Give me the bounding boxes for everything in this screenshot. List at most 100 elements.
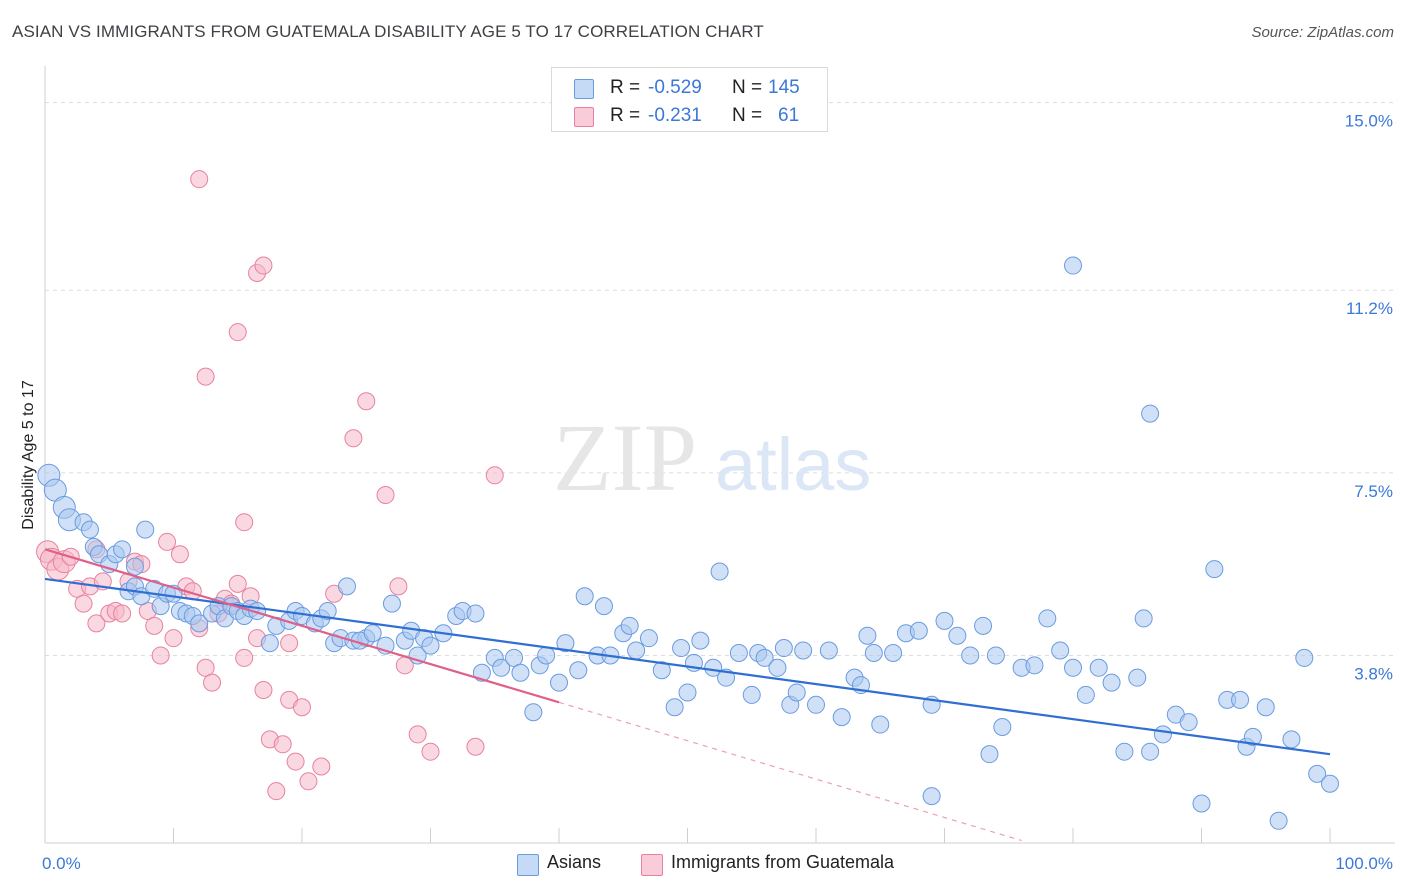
asian-point: [652, 661, 671, 680]
asian-point: [864, 643, 883, 662]
asian-point: [1128, 668, 1147, 687]
legend-swatch-asians: [574, 79, 594, 99]
asian-point: [993, 718, 1012, 737]
asian-point: [858, 626, 877, 645]
asian-point: [729, 643, 748, 662]
guatemala-point: [280, 634, 299, 653]
asian-point: [819, 641, 838, 660]
guatemala-point: [235, 648, 254, 667]
asian-point: [1269, 811, 1288, 830]
guatemala-point: [357, 392, 376, 411]
bottom-legend-swatch-asians: [517, 854, 539, 876]
guatemala-point: [312, 757, 331, 776]
guatemala-points: [36, 170, 504, 801]
asian-point: [768, 658, 787, 677]
bottom-legend-swatch-guatemala: [641, 854, 663, 876]
asian-point: [742, 685, 761, 704]
asian-point: [961, 646, 980, 665]
guatemala-point: [293, 698, 311, 717]
asian-point: [318, 602, 337, 621]
legend-n-label: N =: [732, 105, 763, 126]
trend-lines: [44, 548, 1331, 842]
asian-point: [1115, 742, 1134, 761]
asian-point: [691, 631, 710, 650]
asian-point: [594, 597, 613, 616]
guatemala-trend-extension: [558, 701, 1022, 842]
guatemala-point: [158, 532, 177, 551]
asian-point: [627, 641, 646, 660]
guatemala-point: [228, 323, 247, 342]
asian-point: [974, 616, 993, 635]
asian-point: [1179, 713, 1198, 732]
y-tick-label: 7.5%: [1354, 482, 1393, 501]
asian-point: [787, 683, 806, 702]
asian-point: [1153, 725, 1172, 744]
guatemala-point: [190, 170, 209, 189]
watermark-zip: ZIP: [553, 404, 697, 511]
guatemala-point: [235, 513, 254, 532]
legend-r-label: R =: [610, 105, 641, 126]
asian-point: [421, 636, 440, 655]
guatemala-point: [164, 629, 183, 648]
guatemala-point: [87, 614, 106, 633]
asian-point: [113, 540, 132, 559]
asian-point: [537, 646, 556, 665]
guatemala-point: [299, 772, 318, 791]
asian-point: [1089, 658, 1108, 677]
asian-point: [556, 634, 575, 653]
y-tick-label: 3.8%: [1354, 664, 1393, 683]
asian-point: [1141, 404, 1160, 423]
asian-point: [704, 658, 723, 677]
guatemala-point: [408, 725, 427, 744]
guatemala-point: [170, 545, 189, 564]
asian-trend-line: [44, 577, 1331, 756]
y-tick-label: 15.0%: [1345, 112, 1393, 131]
asian-point: [1192, 794, 1211, 813]
asian-point: [672, 639, 691, 658]
asian-point: [794, 641, 813, 660]
axes: [44, 66, 1395, 844]
asian-point: [1321, 774, 1339, 793]
guatemala-point: [466, 737, 485, 756]
legend-row-guatemala: R = -0.231 N = 61: [552, 102, 827, 130]
asian-point: [505, 648, 524, 667]
asian-point: [871, 715, 890, 734]
asian-points: [37, 256, 1339, 830]
asian-point: [337, 577, 356, 596]
guatemala-point: [344, 429, 363, 448]
asian-point: [665, 698, 684, 717]
asian-point: [190, 614, 209, 633]
guatemala-point: [485, 466, 504, 485]
legend-row-asians: R = -0.529 N = 145: [552, 74, 827, 102]
asian-point: [550, 673, 568, 692]
asian-point: [260, 634, 279, 653]
asian-point: [986, 646, 1005, 665]
asian-point: [569, 661, 588, 680]
asian-point: [1051, 641, 1070, 660]
asian-point: [1064, 256, 1082, 275]
y-tick-label: 11.2%: [1346, 299, 1393, 318]
bottom-legend-label-asians: Asians: [547, 852, 602, 872]
asian-point: [1282, 730, 1301, 749]
chart-title: ASIAN VS IMMIGRANTS FROM GUATEMALA DISAB…: [12, 22, 764, 41]
guatemala-point: [376, 486, 395, 505]
asian-point: [125, 557, 144, 576]
legend-n-value-guatemala: 61: [778, 105, 800, 126]
asian-point: [884, 643, 903, 662]
guatemala-point: [196, 658, 215, 677]
asian-point: [1064, 658, 1082, 677]
asian-point: [80, 520, 99, 539]
asian-point: [678, 683, 697, 702]
asian-point: [620, 616, 639, 635]
guatemala-point: [254, 681, 273, 699]
asian-point: [136, 520, 155, 539]
x-tick-label: 0.0%: [42, 854, 81, 873]
guatemala-trend-line: [44, 548, 560, 704]
asian-point: [639, 629, 658, 648]
asian-point: [466, 604, 485, 623]
guatemala-point: [273, 735, 292, 754]
watermark: ZIP atlas: [553, 404, 871, 511]
asian-point: [1102, 673, 1121, 692]
asian-point: [382, 594, 401, 613]
asian-point: [1205, 560, 1224, 579]
